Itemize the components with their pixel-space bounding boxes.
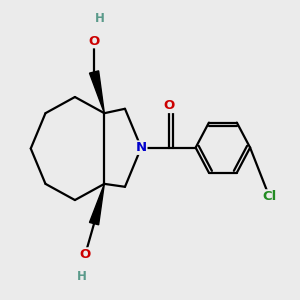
Text: Cl: Cl	[262, 190, 276, 203]
Text: H: H	[77, 270, 87, 283]
Polygon shape	[89, 184, 104, 225]
Text: O: O	[80, 248, 91, 261]
Text: N: N	[136, 141, 147, 154]
Text: O: O	[88, 34, 100, 48]
Polygon shape	[89, 71, 104, 113]
Text: O: O	[164, 99, 175, 112]
Text: H: H	[95, 13, 105, 26]
